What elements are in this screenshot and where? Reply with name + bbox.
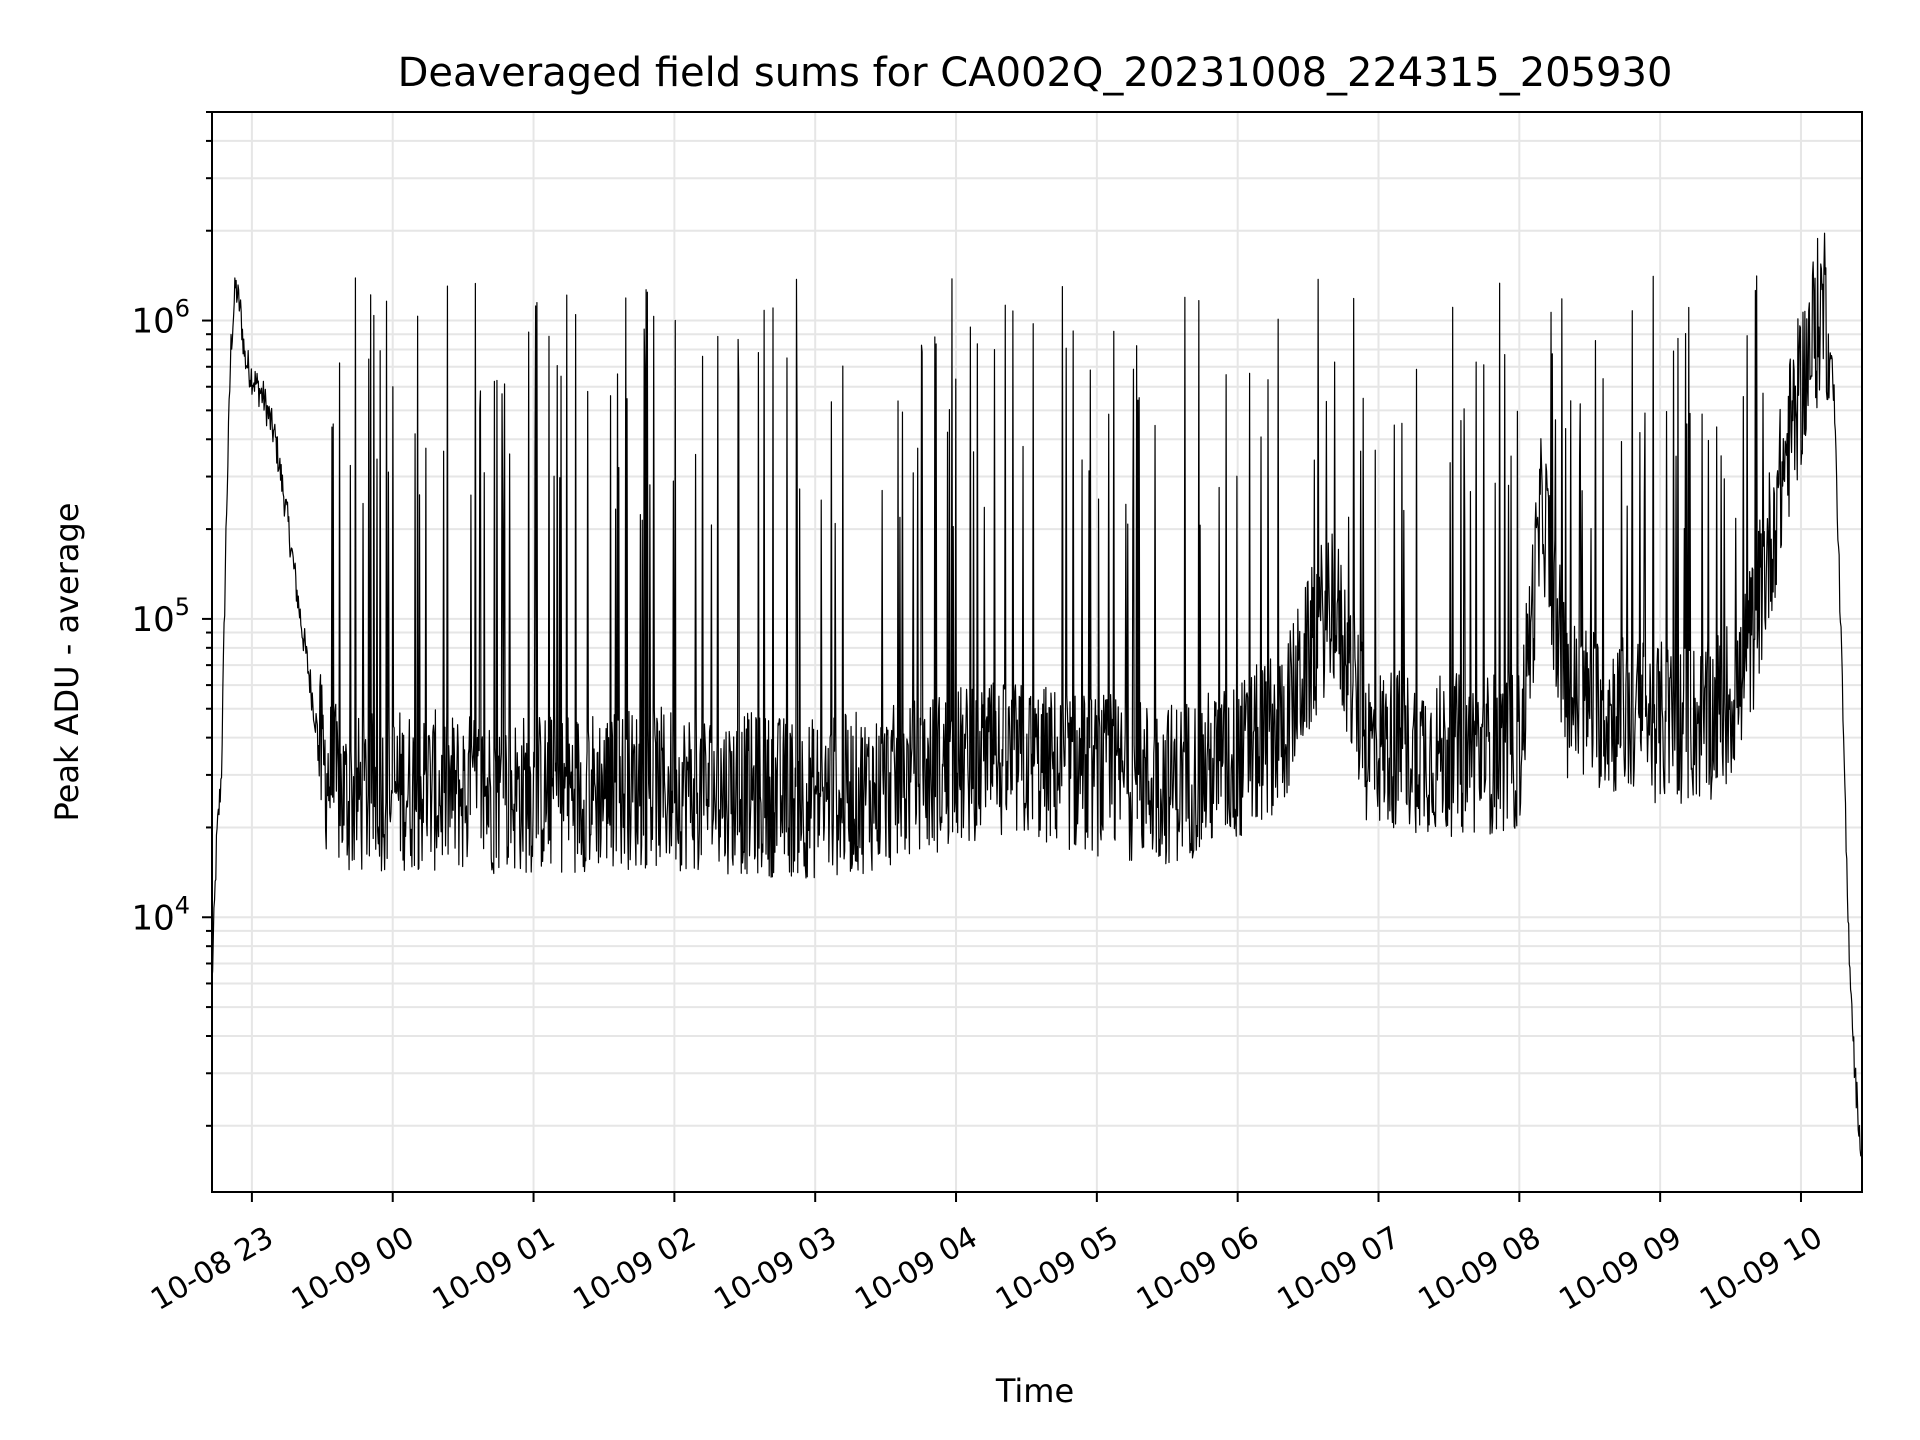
data-layer — [211, 232, 1863, 1157]
grid-layer — [212, 111, 1862, 1192]
y-axis: 104 105 106 — [131, 111, 212, 1127]
y-tick-label: 105 — [131, 593, 190, 640]
x-axis-title: Time — [995, 1372, 1074, 1410]
y-tick-label: 106 — [131, 295, 190, 342]
chart-title: Deaveraged field sums for CA002Q_2023100… — [398, 50, 1673, 96]
y-axis-title: Peak ADU - average — [48, 503, 86, 822]
series-line — [211, 232, 1863, 1157]
y-tick-label: 104 — [131, 891, 190, 938]
plot-frame — [211, 111, 1863, 1193]
